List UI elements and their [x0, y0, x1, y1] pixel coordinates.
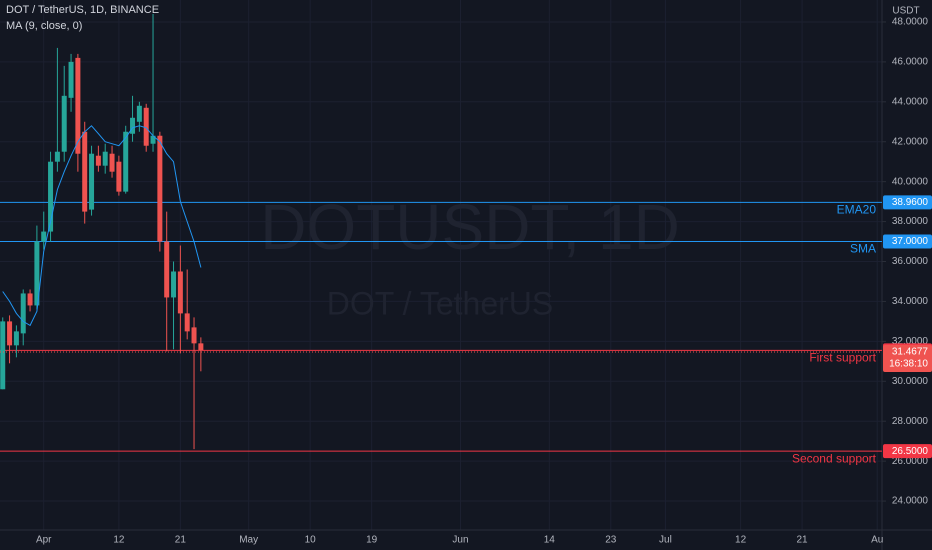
candle-body — [7, 321, 13, 346]
countdown: 16:38:10 — [889, 359, 928, 370]
y-tick-label: 40.0000 — [892, 176, 929, 187]
y-tick-label: 42.0000 — [892, 136, 929, 147]
candle-body — [95, 155, 101, 166]
watermark: DOTUSDT, 1D — [260, 191, 680, 263]
candle-body — [177, 271, 183, 314]
x-tick-label: 12 — [113, 535, 125, 546]
y-tick-label: 32.0000 — [892, 336, 929, 347]
candle-body — [150, 135, 156, 144]
y-tick-label: 26.0000 — [892, 456, 929, 467]
x-tick-label: Apr — [36, 535, 52, 546]
y-tick-label: 24.0000 — [892, 496, 929, 507]
candle-body — [198, 343, 204, 351]
candle-body — [164, 241, 170, 298]
candle-body — [102, 151, 108, 166]
x-tick-label: 19 — [366, 535, 378, 546]
last-price-badge — [883, 344, 932, 372]
price-badge-label: 26.5000 — [892, 446, 929, 457]
candle-body — [41, 231, 47, 242]
x-tick-label: 23 — [605, 535, 617, 546]
ma-line — [2, 125, 202, 327]
x-tick-label: Jun — [452, 535, 468, 546]
candle-body — [191, 327, 197, 344]
candle-body — [0, 321, 6, 390]
x-tick-label: 12 — [735, 535, 747, 546]
price-badge — [883, 234, 932, 249]
candle-body — [75, 57, 81, 154]
price-badge-label: 38.9600 — [892, 197, 929, 208]
candle-body — [34, 241, 40, 306]
y-tick-label: 36.0000 — [892, 256, 929, 267]
candle-body — [54, 151, 60, 162]
candle-body — [116, 161, 122, 192]
candle-body — [171, 271, 177, 298]
x-tick-label: Au — [871, 535, 883, 546]
line-label: First support — [809, 351, 876, 365]
currency: USDT — [892, 6, 919, 17]
candle-body — [89, 153, 95, 210]
line-label: EMA20 — [837, 203, 877, 217]
x-tick-label: 10 — [305, 535, 317, 546]
candle-body — [48, 161, 54, 232]
y-tick-label: 34.0000 — [892, 296, 929, 307]
y-tick-label: 30.0000 — [892, 376, 929, 387]
last-price-label: 31.4677 — [892, 347, 929, 358]
indicator-label: MA (9, close, 0) — [6, 20, 82, 32]
candle-body — [136, 105, 142, 122]
candle-body — [61, 95, 67, 152]
line-label: Second support — [792, 451, 877, 465]
x-tick-label: Jul — [659, 535, 672, 546]
y-tick-label: 28.0000 — [892, 416, 929, 427]
line-label: SMA — [850, 242, 876, 256]
x-tick-label: 21 — [797, 535, 809, 546]
x-tick-label: 21 — [175, 535, 187, 546]
y-tick-label: 46.0000 — [892, 57, 929, 68]
candle-body — [130, 117, 136, 134]
y-tick-label: 38.0000 — [892, 216, 929, 227]
candle-body — [123, 131, 129, 192]
candle-body — [27, 293, 33, 306]
price-badge — [883, 195, 932, 210]
candle-body — [13, 331, 19, 346]
candle-body — [157, 135, 163, 242]
candle-body — [109, 153, 115, 172]
y-tick-label: 44.0000 — [892, 96, 929, 107]
candle-body — [68, 61, 74, 98]
x-tick-label: May — [239, 535, 258, 546]
symbol-title: DOT / TetherUS, 1D, BINANCE — [6, 4, 159, 16]
price-badge — [883, 444, 932, 459]
candle-body — [20, 293, 26, 334]
candle-body — [184, 313, 190, 332]
candle-body — [82, 131, 88, 212]
y-tick-label: 48.0000 — [892, 17, 929, 28]
candle-body — [143, 107, 149, 146]
watermark-subtitle: DOT / TetherUS — [327, 285, 553, 321]
price-badge-label: 37.0000 — [892, 236, 929, 247]
x-tick-label: 14 — [544, 535, 556, 546]
